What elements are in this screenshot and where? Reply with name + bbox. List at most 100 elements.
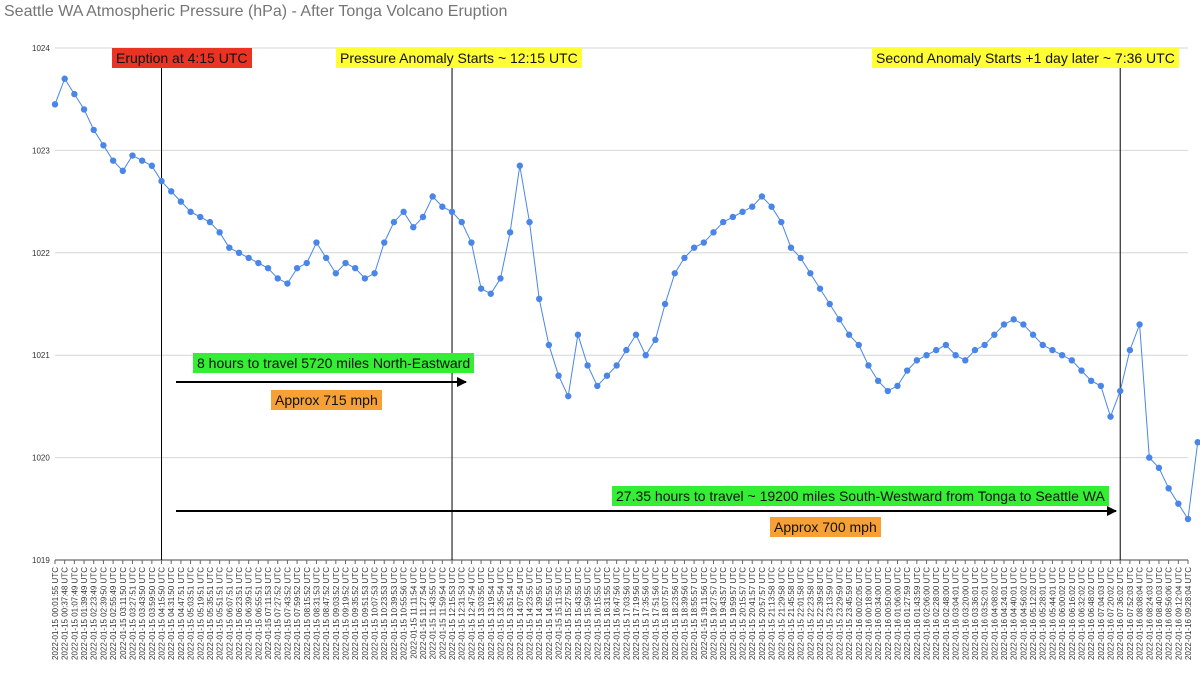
x-tick-label: 2022-01-15 07:27:52 UTC: [274, 567, 283, 660]
x-tick-label: 2022-01-16 07:20:02 UTC: [1107, 567, 1116, 660]
y-tick-label: 1020: [32, 454, 50, 463]
data-point: [535, 295, 543, 303]
x-tick-label: 2022-01-15 21:13:58 UTC: [768, 567, 777, 660]
data-point: [865, 362, 872, 369]
data-point: [584, 362, 591, 369]
x-tick-label: 2022-01-16 02:06:00 UTC: [923, 567, 932, 660]
south-west-speed-label: Approx 700 mph: [770, 517, 881, 537]
north-east-travel-label: 8 hours to travel 5720 miles North-Eastw…: [193, 353, 475, 373]
x-tick-label: 2022-01-15 10:55:56 UTC: [400, 567, 409, 660]
x-tick-label: 2022-01-15 22:01:58 UTC: [797, 567, 806, 660]
x-tick-label: 2022-01-15 06:07:51 UTC: [225, 567, 234, 660]
data-point: [1165, 485, 1172, 492]
x-tick-label: 2022-01-16 04:40:01 UTC: [1010, 567, 1019, 660]
data-point: [109, 157, 117, 164]
data-point: [739, 208, 746, 216]
x-tick-label: 2022-01-16 03:52:01 UTC: [981, 567, 990, 660]
x-tick-label: 2022-01-16 00:18:00 UTC: [864, 567, 873, 660]
data-point: [903, 367, 911, 374]
data-point: [303, 259, 310, 267]
data-point: [855, 341, 862, 349]
x-tick-label: 2022-01-15 09:51:53 UTC: [361, 567, 370, 660]
data-point: [342, 259, 349, 267]
pressure-points: [51, 75, 1200, 523]
x-tick-label: 2022-01-15 07:59:52 UTC: [293, 567, 302, 660]
x-tick-label: 2022-01-16 09:12:04 UTC: [1174, 567, 1183, 660]
x-tick-label: 2022-01-15 07:43:52 UTC: [283, 567, 292, 660]
x-tick-label: 2022-01-15 00:01:55 UTC: [51, 567, 60, 660]
data-point: [487, 290, 494, 297]
north-east-speed-label: Approx 715 mph: [271, 390, 382, 410]
data-point: [942, 341, 950, 349]
data-point: [923, 352, 930, 359]
x-tick-label: 2022-01-15 20:41:57 UTC: [748, 567, 757, 660]
data-point: [719, 218, 727, 226]
data-point: [1136, 321, 1143, 328]
data-point: [264, 264, 272, 272]
x-tick-label: 2022-01-15 09:19:52 UTC: [342, 567, 351, 660]
x-tick-label: 2022-01-15 04:47:51 UTC: [177, 567, 186, 660]
data-point: [410, 224, 417, 231]
x-tick-label: 2022-01-15 13:51:54 UTC: [506, 567, 515, 660]
x-tick-label: 2022-01-16 08:40:03 UTC: [1155, 567, 1164, 660]
data-point: [400, 208, 407, 216]
x-tick-label: 2022-01-15 20:15:57 UTC: [739, 567, 748, 660]
x-tick-label: 2022-01-15 16:15:55 UTC: [593, 567, 602, 660]
data-point: [371, 270, 378, 277]
data-point: [671, 270, 678, 277]
x-tick-label: 2022-01-16 06:32:02 UTC: [1077, 567, 1086, 660]
data-point: [516, 162, 524, 169]
data-point: [933, 346, 940, 354]
x-tick-label: 2022-01-15 15:11:55 UTC: [555, 567, 564, 660]
anomaly-start-label: Pressure Anomaly Starts ~ 12:15 UTC: [336, 48, 582, 68]
data-point: [1010, 316, 1017, 323]
data-point: [749, 203, 756, 210]
x-tick-label: 2022-01-15 12:31:53 UTC: [458, 567, 467, 660]
data-point: [216, 229, 223, 236]
data-point: [138, 157, 146, 164]
x-tick-label: 2022-01-15 05:19:51 UTC: [196, 567, 205, 660]
data-point: [1087, 377, 1095, 384]
x-tick-label: 2022-01-15 19:59:57 UTC: [729, 567, 738, 660]
data-point: [1058, 352, 1066, 359]
x-tick-label: 2022-01-15 04:15:50 UTC: [158, 567, 167, 660]
y-tick-label: 1019: [32, 556, 50, 565]
x-tick-label: 2022-01-16 02:28:00 UTC: [932, 567, 941, 660]
x-tick-label: 2022-01-16 05:44:01 UTC: [1048, 567, 1057, 660]
x-tick-label: 2022-01-15 23:13:59 UTC: [826, 567, 835, 660]
data-point: [981, 341, 988, 349]
data-point: [148, 162, 156, 169]
data-point: [574, 331, 582, 338]
data-point: [787, 244, 795, 251]
data-point: [778, 218, 785, 226]
x-tick-label: 2022-01-15 12:47:54 UTC: [467, 567, 476, 660]
x-tick-label: 2022-01-15 14:07:54 UTC: [516, 567, 525, 660]
x-tick-label: 2022-01-15 02:39:50 UTC: [99, 567, 108, 660]
data-point: [710, 229, 717, 236]
x-tick-label: 2022-01-15 06:23:51 UTC: [235, 567, 244, 660]
data-point: [642, 352, 649, 359]
data-point: [661, 300, 669, 308]
x-tick-label: 2022-01-16 02:48:00 UTC: [942, 567, 951, 660]
x-tick-label: 2022-01-15 03:59:50 UTC: [148, 567, 157, 660]
x-tick-label: 2022-01-15 21:29:58 UTC: [777, 567, 786, 660]
x-tick-label: 2022-01-15 09:03:52 UTC: [332, 567, 341, 660]
x-tick-label: 2022-01-16 06:00:02 UTC: [1058, 567, 1067, 660]
data-point: [313, 239, 320, 246]
x-tick-label: 2022-01-15 03:43:50 UTC: [138, 567, 147, 660]
data-point: [61, 75, 68, 82]
data-point: [158, 177, 165, 185]
x-tick-label: 2022-01-15 02:55:49 UTC: [109, 567, 118, 660]
data-point: [351, 264, 359, 272]
x-tick-label: 2022-01-15 13:19:54 UTC: [487, 567, 496, 660]
y-tick-label: 1022: [32, 249, 50, 258]
data-point: [1000, 321, 1008, 328]
x-tick-label: 2022-01-15 01:07:49 UTC: [70, 567, 79, 660]
x-tick-label: 2022-01-15 00:37:48 UTC: [61, 567, 70, 660]
data-point: [1078, 367, 1085, 374]
data-point: [729, 213, 737, 221]
data-point: [797, 254, 804, 262]
x-tick-label: 2022-01-16 00:02:05 UTC: [855, 567, 864, 660]
data-point: [235, 249, 243, 256]
